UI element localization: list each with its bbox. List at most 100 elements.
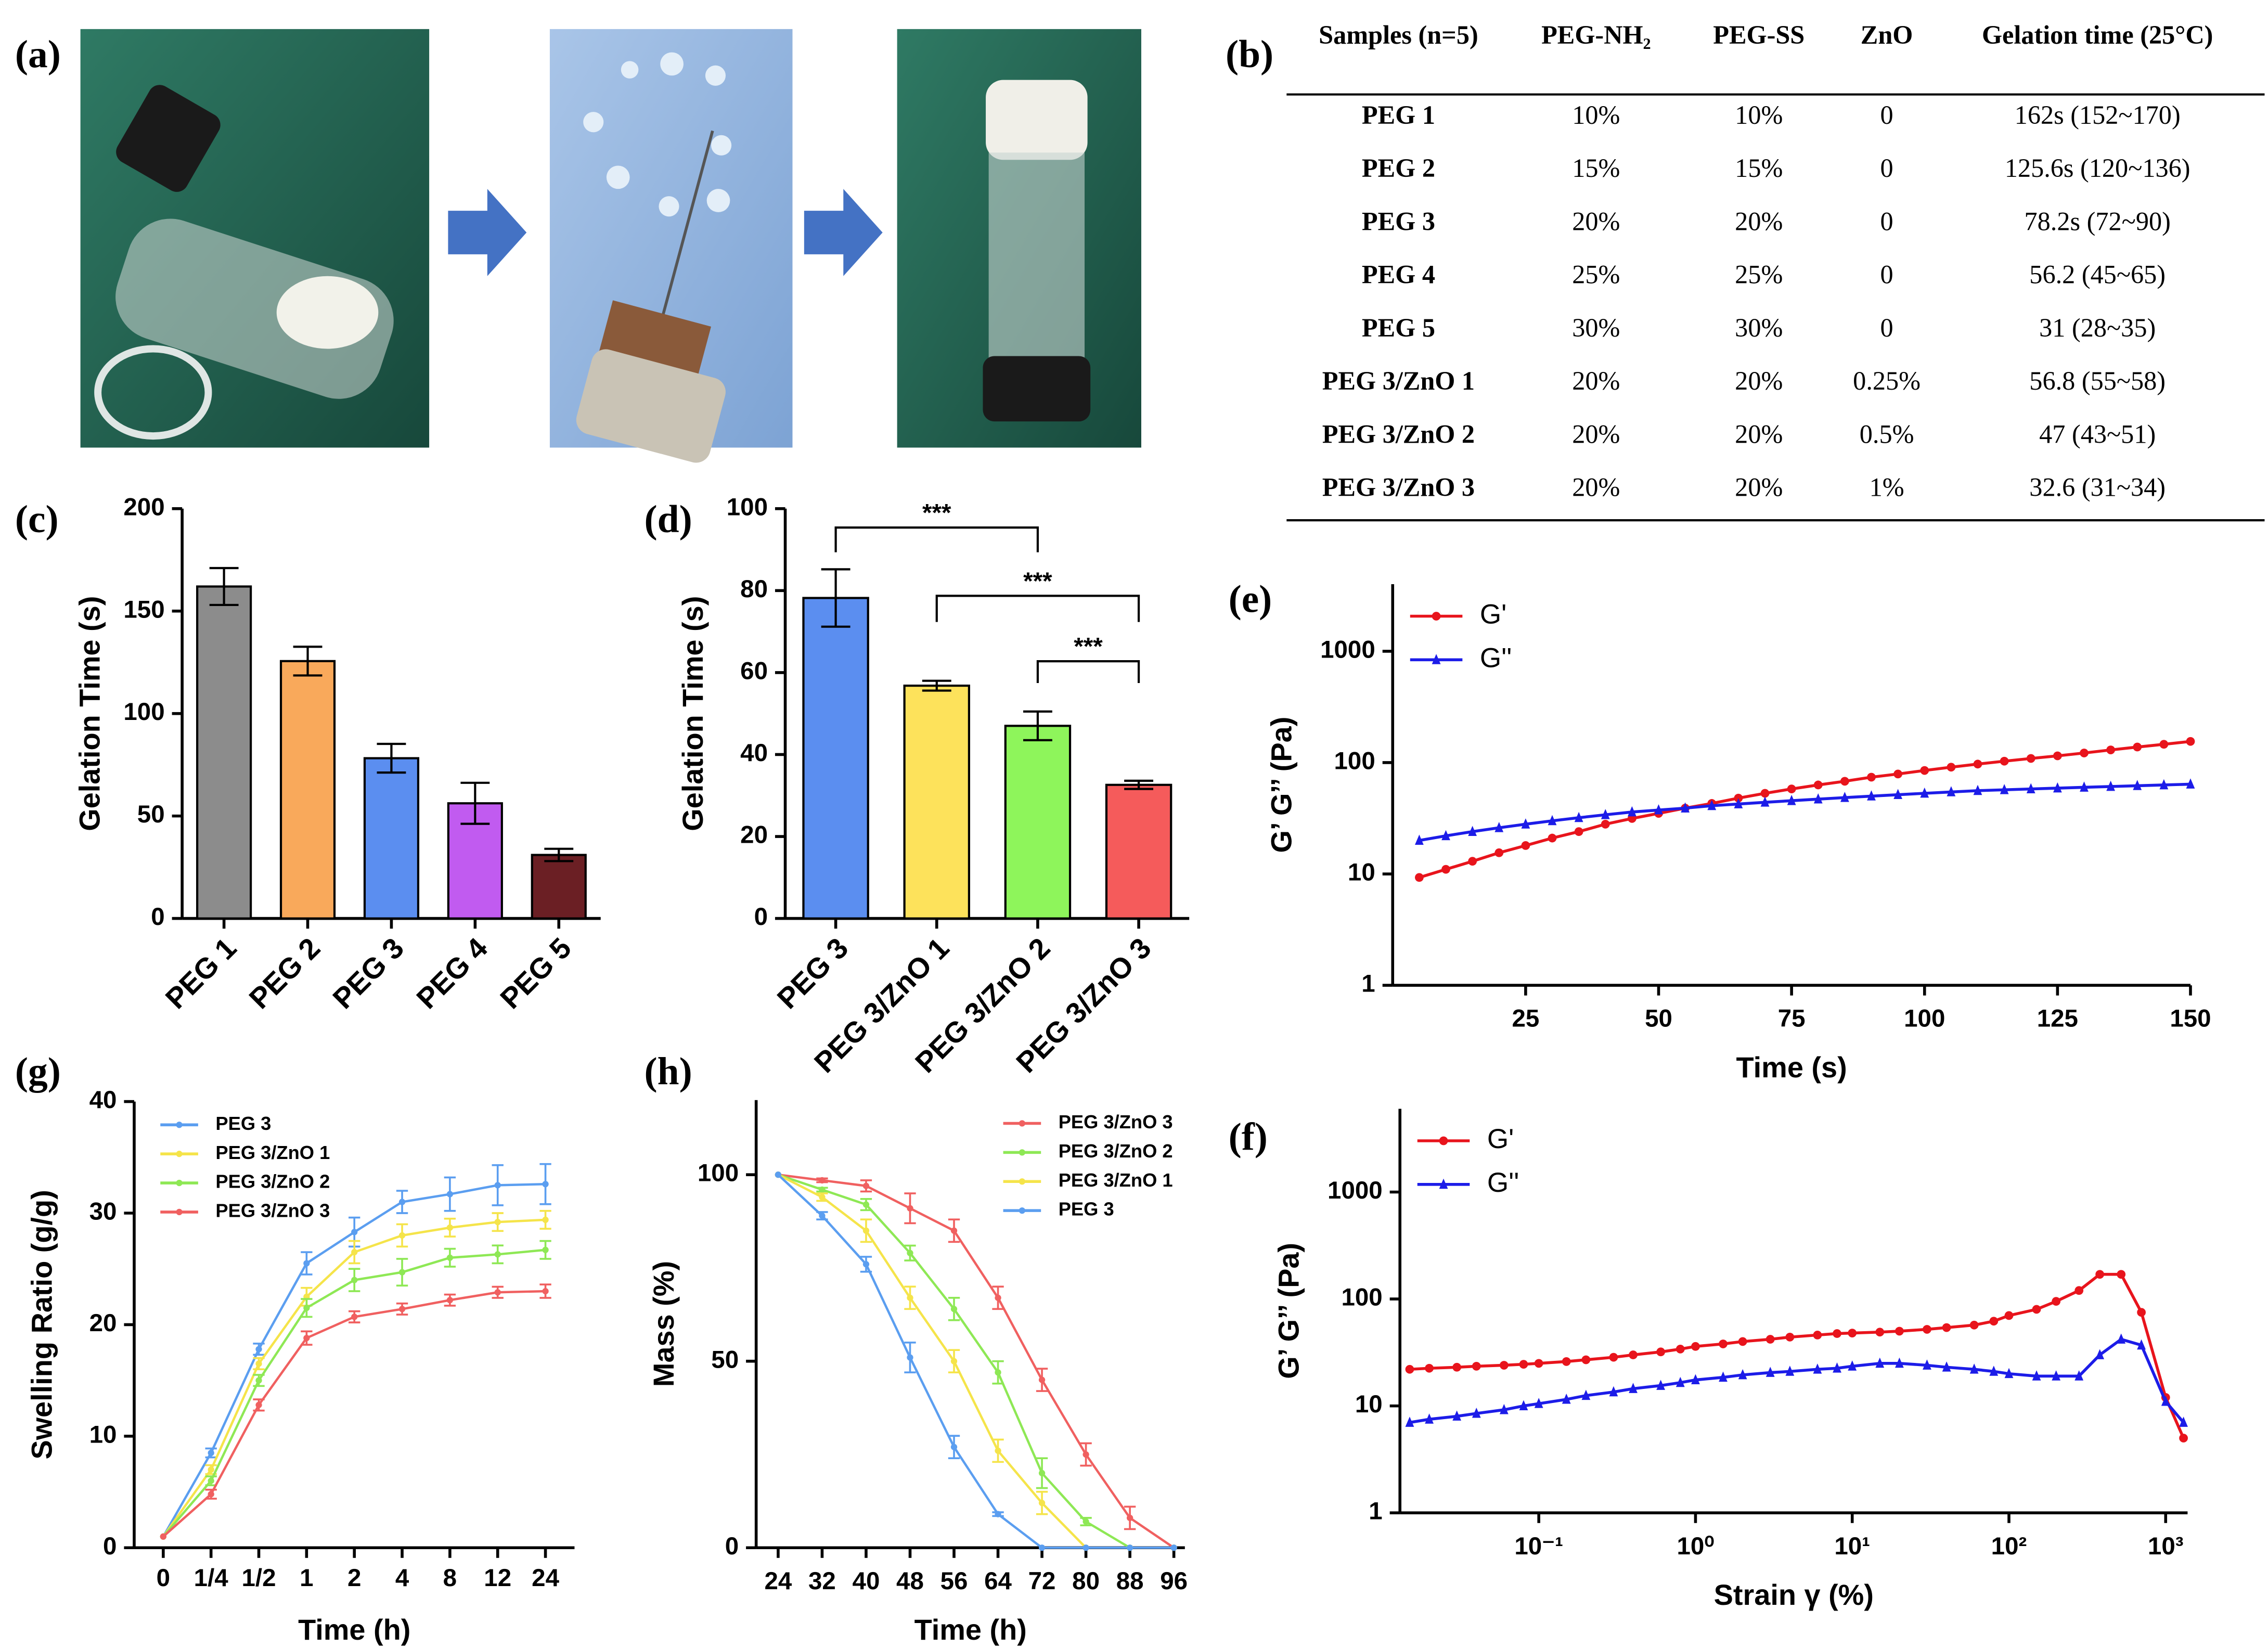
marker	[1923, 1325, 1931, 1334]
bar	[1105, 783, 1172, 920]
x-tick-label: PEG 5	[494, 931, 577, 1015]
table-cell: PEG 3/ZnO 2	[1322, 419, 1475, 448]
legend-marker	[1432, 612, 1441, 621]
marker	[1833, 1329, 1841, 1338]
marker	[907, 1294, 913, 1301]
marker	[208, 1466, 214, 1473]
marker	[1875, 1357, 1885, 1368]
x-tick-label: 40	[853, 1567, 880, 1595]
table-cell: 56.2 (45~65)	[2029, 260, 2166, 289]
x-tick-label: PEG 3	[326, 931, 410, 1015]
marker	[2133, 742, 2142, 752]
marker	[1719, 1340, 1728, 1348]
marker	[950, 1444, 958, 1450]
significance-bracket	[1036, 660, 1140, 684]
marker	[1574, 827, 1583, 836]
marker	[1038, 1376, 1046, 1383]
table-cell: 10%	[1735, 100, 1783, 130]
x-tick-label: 125	[2037, 1005, 2078, 1033]
table-cell: 0	[1880, 153, 1893, 183]
table-cell: 20%	[1735, 207, 1783, 236]
marker	[2074, 1286, 2084, 1295]
marker	[1499, 1404, 1509, 1414]
y-tick-label: 150	[123, 596, 164, 623]
marker	[1038, 1470, 1046, 1476]
error-bar	[377, 742, 406, 774]
marker	[1038, 1500, 1046, 1507]
marker	[351, 1277, 358, 1283]
marker	[255, 1360, 262, 1367]
table-cell: PEG 3/ZnO 1	[1322, 366, 1475, 395]
x-axis-label: Time (h)	[914, 1613, 1027, 1646]
marker	[862, 1182, 870, 1189]
panel-label: (e)	[1229, 578, 1272, 621]
marker	[1574, 812, 1583, 822]
bar	[363, 757, 420, 920]
marker	[1494, 848, 1504, 857]
marker	[1562, 1393, 1571, 1404]
legend-label: PEG 3/ZnO 2	[1059, 1140, 1173, 1162]
marker	[1425, 1363, 1434, 1373]
y-tick-label: 20	[740, 821, 768, 849]
marker	[2004, 1311, 2014, 1320]
marker	[1787, 795, 1796, 805]
x-tick-label: 72	[1028, 1567, 1056, 1595]
x-tick-label: 10⁻¹	[1514, 1533, 1563, 1560]
x-tick-label: 24	[764, 1567, 792, 1595]
legend-marker	[176, 1122, 183, 1128]
panel-label: (b)	[1226, 33, 1273, 76]
marker	[1609, 1386, 1618, 1397]
table-cell: 0	[1880, 207, 1893, 236]
y-tick-label: 100	[698, 1160, 739, 1187]
marker	[2032, 1305, 2041, 1314]
table-cell: 0	[1880, 313, 1893, 342]
y-tick-label: 1	[1369, 1498, 1382, 1525]
marker	[1766, 1367, 1775, 1377]
marker	[1170, 1544, 1177, 1551]
marker	[1581, 1389, 1591, 1400]
table-cell: PEG 1	[1362, 100, 1435, 130]
marker	[995, 1369, 1001, 1376]
marker	[303, 1260, 310, 1267]
panel-label: (h)	[645, 1050, 692, 1093]
x-tick-label: 80	[1072, 1567, 1100, 1595]
y-tick-label: 10	[1348, 859, 1375, 886]
marker	[950, 1306, 958, 1312]
marker	[303, 1305, 310, 1311]
marker	[398, 1269, 406, 1276]
marker	[446, 1224, 454, 1231]
marker	[819, 1212, 826, 1219]
marker	[1875, 1328, 1885, 1337]
line	[1419, 740, 2191, 879]
x-tick-label: 10¹	[1834, 1533, 1870, 1560]
marker	[446, 1254, 454, 1261]
marker	[1521, 818, 1530, 829]
marker	[1848, 1360, 1857, 1371]
legend-label: G''	[1480, 642, 1512, 673]
table-cell: 20%	[1735, 419, 1783, 448]
marker	[351, 1248, 358, 1256]
table: Samples (n=5) PEG-NH₂ PEG-SS ZnO Gelation ti…	[1319, 20, 2213, 501]
arrow	[448, 189, 527, 276]
y-axis-label: G’ G’’ (Pa)	[1272, 1243, 1305, 1379]
marker	[819, 1194, 826, 1201]
marker	[255, 1346, 262, 1353]
table-cell: 25%	[1572, 260, 1620, 289]
table-cell: 78.2s (72~90)	[2025, 207, 2171, 236]
marker	[1734, 798, 1743, 808]
marker	[1676, 1344, 1685, 1354]
marker	[398, 1199, 406, 1205]
y-tick-label: 0	[754, 903, 768, 931]
marker	[907, 1250, 913, 1256]
y-axis-label: G’ G’’ (Pa)	[1265, 717, 1298, 853]
marker	[2117, 1270, 2126, 1279]
marker	[2117, 1333, 2126, 1344]
table-cell: 32.6 (31~34)	[2029, 473, 2166, 502]
marker	[1867, 790, 1876, 801]
marker	[1038, 1544, 1046, 1551]
x-tick-label: 8	[443, 1564, 457, 1592]
marker	[995, 1511, 1001, 1517]
marker	[398, 1306, 406, 1312]
